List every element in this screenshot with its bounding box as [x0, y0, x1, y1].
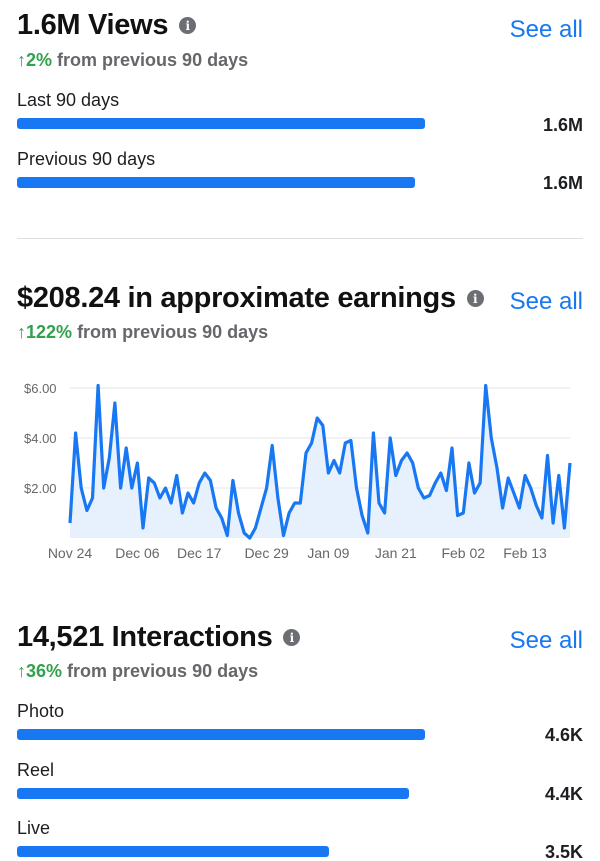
views-bar-previous [17, 177, 425, 188]
x-tick-label: Feb 13 [503, 545, 547, 561]
interactions-bar-fill-live [17, 846, 330, 857]
section-divider [17, 238, 583, 239]
earnings-delta-pct: 122% [26, 322, 73, 342]
interactions-delta-text: from previous 90 days [67, 661, 259, 681]
earnings-see-all-link[interactable]: See all [509, 288, 583, 315]
x-tick-label: Nov 24 [48, 545, 93, 561]
x-tick-label: Dec 29 [244, 545, 289, 561]
interactions-bar-photo [17, 729, 425, 740]
interactions-bar-fill-reel [17, 788, 410, 799]
views-see-all-link[interactable]: See all [509, 16, 583, 43]
earnings-title-row: $208.24 in approximate earnings i [17, 282, 484, 315]
views-delta-pct: 2% [26, 50, 53, 70]
interactions-bar-label-reel: Reel [17, 760, 55, 780]
y-tick-label: $6.00 [24, 381, 57, 396]
interactions-title: 14,521 Interactions [17, 621, 273, 653]
earnings-title: $208.24 in approximate earnings [17, 282, 456, 314]
interactions-bar-live [17, 846, 425, 857]
arrow-up-icon: ↑ [17, 661, 26, 681]
views-delta: ↑2% from previous 90 days [17, 50, 248, 71]
interactions-bar-value-photo: 4.6K [544, 725, 583, 745]
views-bar-last [17, 118, 425, 129]
y-tick-label: $4.00 [24, 431, 57, 446]
views-bar-value-last: 1.6M [542, 115, 583, 135]
info-icon[interactable]: i [466, 290, 484, 307]
views-bar-label-previous: Previous 90 days [17, 149, 156, 169]
interactions-bar-label-photo: Photo [17, 701, 65, 721]
views-delta-text: from previous 90 days [57, 50, 249, 70]
views-bar-label-last: Last 90 days [17, 90, 120, 110]
earnings-chart: $6.00 $4.00 $2.00 Nov 24 Dec 06 Dec 17 Dec 29 J… [24, 381, 572, 561]
interactions-bar-reel [17, 788, 425, 799]
views-bar-value-previous: 1.6M [542, 173, 583, 193]
interactions-bar-fill-photo [17, 729, 425, 740]
interactions-bar-label-live: Live [17, 818, 51, 838]
x-tick-label: Jan 21 [375, 545, 417, 561]
interactions-title-row: 14,521 Interactions i [17, 621, 301, 654]
earnings-delta: ↑122% from previous 90 days [17, 322, 268, 343]
earnings-line [68, 383, 572, 540]
x-tick-label: Feb 02 [441, 545, 485, 561]
info-icon[interactable]: i [179, 17, 197, 34]
interactions-delta-pct: 36% [26, 661, 63, 681]
interactions-delta: ↑36% from previous 90 days [17, 661, 258, 682]
y-tick-label: $2.00 [24, 481, 57, 496]
views-title: 1.6M Views [17, 9, 169, 41]
interactions-see-all-link[interactable]: See all [509, 627, 583, 654]
earnings-delta-text: from previous 90 days [77, 322, 269, 342]
arrow-up-icon: ↑ [17, 50, 26, 70]
x-tick-label: Dec 06 [115, 545, 160, 561]
views-title-row: 1.6M Views i [17, 9, 197, 42]
arrow-up-icon: ↑ [17, 322, 26, 342]
interactions-bar-value-reel: 4.4K [544, 784, 583, 804]
interactions-bar-value-live: 3.5K [544, 842, 583, 861]
views-bar-fill-last [17, 118, 425, 129]
x-tick-label: Dec 17 [177, 545, 222, 561]
x-tick-label: Jan 09 [307, 545, 349, 561]
views-bar-fill-previous [17, 177, 416, 188]
info-icon[interactable]: i [283, 629, 301, 646]
